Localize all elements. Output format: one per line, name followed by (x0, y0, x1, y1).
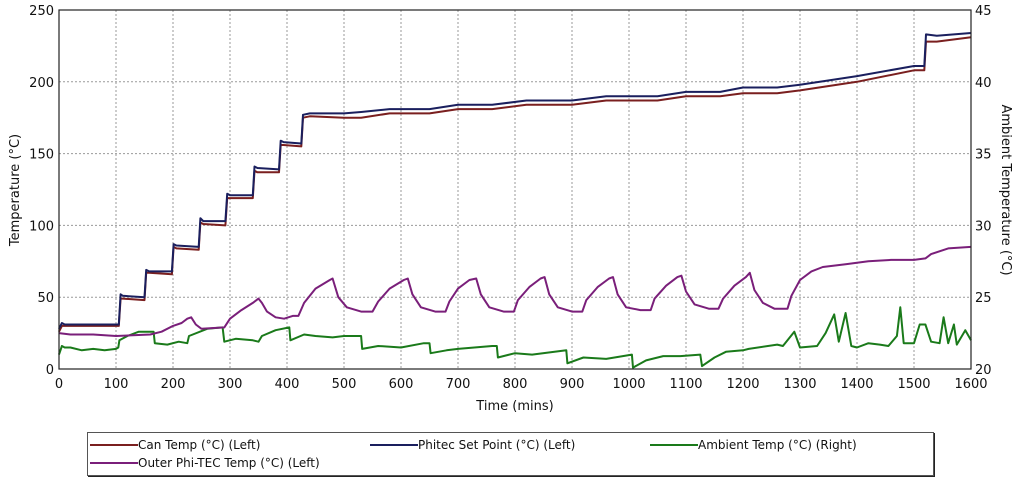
legend-swatch-outer-phitec-temp (90, 462, 138, 464)
legend-swatch-ambient-temp (650, 444, 698, 446)
y2-tick-label: 20 (975, 363, 992, 378)
legend-item-can-temp: Can Temp (°C) (Left) (90, 437, 260, 453)
y2-tick-label: 40 (975, 76, 992, 91)
y-axis-left-ticks: 0 50 100 150 200 250 (29, 4, 54, 378)
y-axis-right-title: Ambient Temperature (°C) (998, 104, 1013, 275)
legend-item-phitec-set-point: Phitec Set Point (°C) (Left) (370, 437, 575, 453)
series-line (58, 36, 972, 333)
x-tick-label: 1000 (612, 377, 645, 392)
chart: 0 100 200 300 400 500 600 700 800 900 1000 1100 1200… (8, 4, 1013, 414)
legend-label: Outer Phi-TEC Temp (°C) (Left) (138, 456, 320, 470)
y-tick-label: 150 (29, 148, 54, 163)
plot-area-frame (58, 9, 972, 370)
y2-tick-label: 35 (975, 148, 992, 163)
legend-label: Can Temp (°C) (Left) (138, 438, 261, 452)
y2-tick-label: 45 (975, 4, 992, 19)
y2-tick-label: 30 (975, 219, 992, 234)
x-axis-title: Time (mins) (475, 399, 553, 414)
series-line (58, 245, 972, 337)
series-lines (58, 32, 972, 369)
x-tick-label: 1500 (897, 377, 930, 392)
x-tick-label: 1200 (726, 377, 759, 392)
legend-label: Ambient Temp (°C) (Right) (698, 438, 857, 452)
x-tick-label: 800 (503, 377, 528, 392)
legend-swatch-can-temp (90, 444, 138, 446)
x-tick-label: 300 (218, 377, 243, 392)
x-tick-label: 0 (55, 377, 63, 392)
y-tick-label: 200 (29, 76, 54, 91)
x-tick-label: 500 (332, 377, 357, 392)
legend-item-outer-phitec-temp: Outer Phi-TEC Temp (°C) (Left) (90, 455, 320, 471)
legend-item-ambient-temp: Ambient Temp (°C) (Right) (650, 437, 857, 453)
x-tick-label: 1600 (954, 377, 987, 392)
x-tick-label: 900 (560, 377, 585, 392)
x-axis-ticks: 0 100 200 300 400 500 600 700 800 900 1000 1100 1200… (55, 377, 988, 392)
x-tick-label: 100 (104, 377, 129, 392)
y-tick-label: 0 (46, 363, 54, 378)
x-tick-label: 1400 (840, 377, 873, 392)
x-tick-label: 400 (275, 377, 300, 392)
x-tick-label: 700 (446, 377, 471, 392)
x-tick-label: 1100 (669, 377, 702, 392)
x-tick-label: 600 (389, 377, 414, 392)
y-axis-right-ticks: 20 25 30 35 40 45 (975, 4, 992, 378)
x-tick-label: 1300 (783, 377, 816, 392)
y2-tick-label: 25 (975, 291, 992, 306)
y-tick-label: 50 (37, 291, 54, 306)
y-tick-label: 250 (29, 4, 54, 19)
legend-label: Phitec Set Point (°C) (Left) (418, 438, 576, 452)
y-tick-label: 100 (29, 219, 54, 234)
series-line (58, 306, 972, 369)
legend: Can Temp (°C) (Left) Phitec Set Point (°… (87, 432, 934, 476)
legend-swatch-phitec-set-point (370, 444, 418, 446)
x-tick-label: 200 (161, 377, 186, 392)
series-line (58, 32, 972, 330)
y-axis-left-title: Temperature (°C) (8, 134, 23, 247)
